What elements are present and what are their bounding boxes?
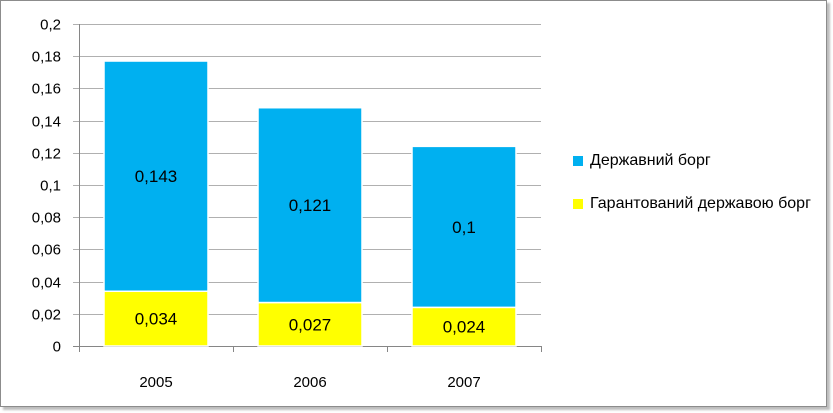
y-tick-label: 0,12 <box>32 146 61 163</box>
legend-item-state-debt: Державний борг <box>570 150 820 172</box>
legend-swatch <box>573 199 583 209</box>
x-axis-ticks: 2005 2006 2007 <box>79 346 542 391</box>
data-label: 0,034 <box>135 310 178 329</box>
bar-guaranteed-debt-2007 <box>411 306 517 347</box>
y-tick-label: 0,04 <box>32 275 61 292</box>
y-tick-label: 0,14 <box>32 114 61 131</box>
legend-item-guaranteed-debt: Гарантований державою борг <box>570 193 820 215</box>
data-label: 0,024 <box>443 318 486 337</box>
data-label: 0,027 <box>289 315 332 334</box>
y-tick-label: 0,2 <box>40 17 61 34</box>
y-tick-label: 0,16 <box>32 81 61 98</box>
data-label: 0,1 <box>452 218 476 237</box>
legend-label: Гарантований державою борг <box>590 195 811 212</box>
y-tick-label: 0,18 <box>32 49 61 66</box>
y-tick-label: 0,1 <box>40 178 61 195</box>
y-axis-ticks: 0 0,02 0,04 0,06 0,08 0,1 0,12 0,14 0,16 0,18 0,2 <box>32 17 61 356</box>
y-tick-label: 0,02 <box>32 307 61 324</box>
legend-label: Державний борг <box>590 152 711 169</box>
data-labels: 0,034 0,143 0,027 0,121 0,024 0,1 <box>135 167 486 337</box>
bar-state-debt-2006 <box>257 106 363 304</box>
y-tick-label: 0,08 <box>32 210 61 227</box>
legend: Державний борг Гарантований державою бор… <box>570 150 820 236</box>
bar-state-debt-2007 <box>411 145 517 309</box>
data-label: 0,143 <box>135 167 178 186</box>
bar-state-debt-2005 <box>103 60 209 293</box>
data-label: 0,121 <box>289 196 332 215</box>
y-tick-label: 0 <box>53 339 61 356</box>
y-tick-label: 0,06 <box>32 242 61 259</box>
x-tick-label: 2006 <box>293 374 326 391</box>
bar-guaranteed-debt-2005 <box>103 290 209 347</box>
x-tick-label: 2005 <box>139 374 172 391</box>
x-tick-label: 2007 <box>447 374 480 391</box>
legend-swatch <box>573 156 583 166</box>
bars <box>103 60 517 347</box>
